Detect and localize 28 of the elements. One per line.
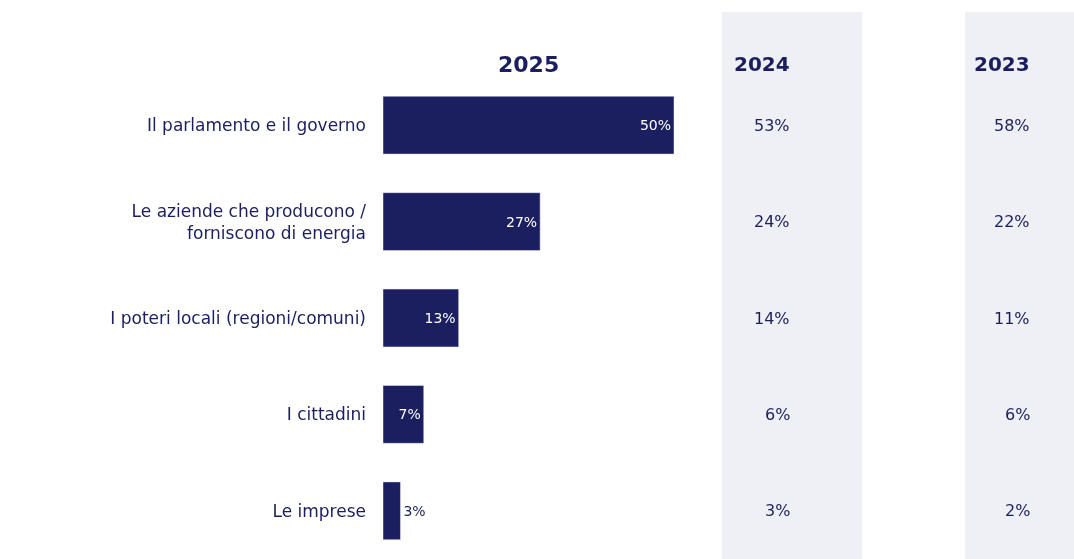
data-label: 27% bbox=[506, 213, 538, 230]
data-label: 3% bbox=[403, 502, 426, 519]
bar bbox=[383, 288, 459, 348]
text: 58% bbox=[994, 116, 1030, 135]
y-tick-label: Le aziende che producono / forniscono di energia bbox=[131, 200, 367, 243]
text: 3% bbox=[765, 501, 791, 520]
text: 14% bbox=[754, 309, 790, 328]
text: 22% bbox=[994, 212, 1030, 231]
data-label: 7% bbox=[398, 406, 421, 423]
text: 6% bbox=[765, 405, 791, 424]
text: 53% bbox=[754, 116, 790, 135]
data-label: 13% bbox=[424, 310, 456, 326]
bar bbox=[383, 192, 541, 251]
y-tick-label: Il parlamento e il governo bbox=[146, 115, 366, 136]
y-tick-label: I poteri locali (regioni/comuni) bbox=[110, 307, 366, 328]
y-tick-label: Le imprese bbox=[272, 500, 366, 521]
text: 11% bbox=[994, 309, 1030, 328]
text: 6% bbox=[1005, 405, 1031, 424]
text: 2% bbox=[1005, 501, 1031, 520]
text: 2023 bbox=[974, 52, 1030, 76]
chart-title: 2025 bbox=[498, 52, 560, 77]
y-tick-label: I cittadini bbox=[286, 404, 366, 425]
text: 2024 bbox=[734, 52, 790, 76]
data-label: 50% bbox=[639, 117, 671, 134]
bar bbox=[383, 385, 424, 444]
text: 24% bbox=[754, 212, 790, 231]
bar bbox=[383, 481, 401, 540]
bar bbox=[383, 96, 674, 155]
